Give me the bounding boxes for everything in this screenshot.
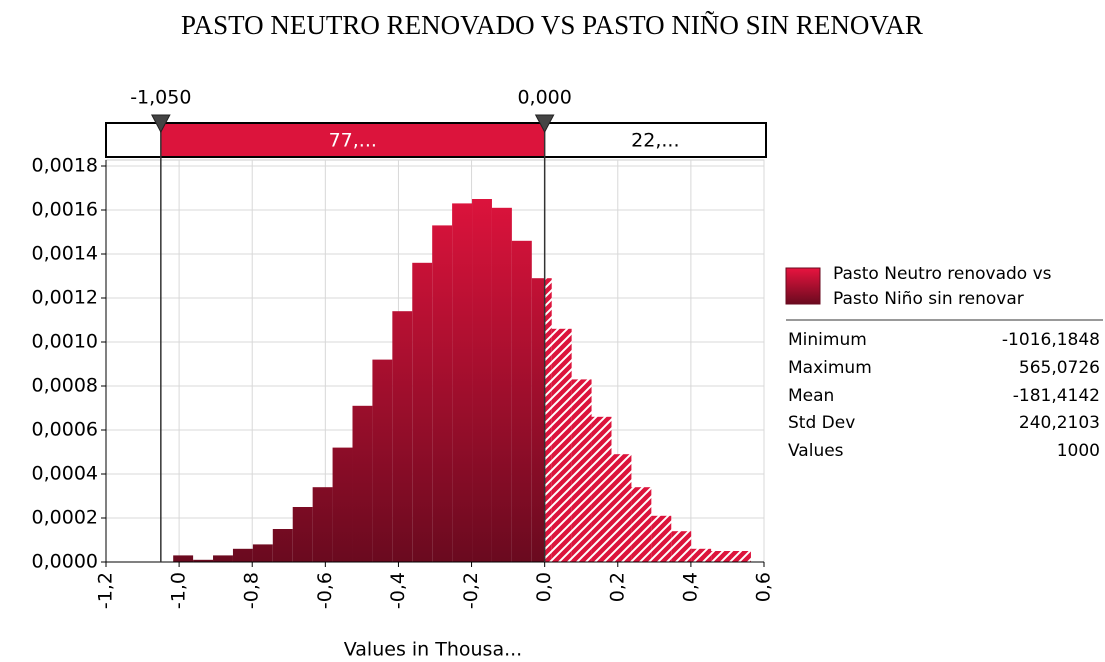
stat-label: Mean xyxy=(788,385,835,406)
delimiter-region xyxy=(160,124,545,156)
delimiter-label: -1,050 xyxy=(130,87,191,109)
bar xyxy=(173,555,194,562)
bar xyxy=(232,548,253,562)
bar xyxy=(711,551,732,562)
delimiter-label: 0,000 xyxy=(517,87,571,109)
bar xyxy=(671,531,692,562)
bar xyxy=(432,225,453,562)
stat-label: Values xyxy=(788,441,844,462)
y-tick-label: 0,0010 xyxy=(32,331,98,353)
x-tick-label: -0,6 xyxy=(314,572,336,609)
x-axis-label: Values in Thousa... xyxy=(344,639,522,661)
stat-label: Std Dev xyxy=(788,413,856,434)
bar xyxy=(731,551,751,562)
x-tick-label: 0,0 xyxy=(533,572,555,602)
bar xyxy=(332,447,353,562)
bar xyxy=(591,416,612,562)
bar xyxy=(531,278,552,562)
x-tick-label: 0,2 xyxy=(606,572,628,602)
x-tick-label: -1,0 xyxy=(168,572,190,609)
bar xyxy=(292,507,313,562)
y-tick-label: 0,0002 xyxy=(32,507,98,529)
bar xyxy=(472,199,492,562)
bar xyxy=(691,548,712,562)
stat-value: -1016,1848 xyxy=(1001,330,1100,350)
x-tick-label: 0,6 xyxy=(753,572,775,602)
x-tick-label: -0,2 xyxy=(460,572,482,609)
region-label: 22,... xyxy=(631,130,679,152)
y-tick-label: 0,0016 xyxy=(32,199,98,221)
bar xyxy=(651,515,672,562)
bar xyxy=(252,544,273,562)
bar xyxy=(213,555,233,562)
stat-value: 1000 xyxy=(1056,441,1100,462)
bar xyxy=(631,487,652,562)
x-tick-label: -0,4 xyxy=(387,572,409,609)
stat-row: Mean -181,4142 xyxy=(788,386,1100,406)
region-label: 77,... xyxy=(329,130,377,152)
bar xyxy=(272,529,293,562)
bar xyxy=(372,359,393,562)
x-tick-label: 0,4 xyxy=(679,572,701,602)
y-tick-label: 0,0018 xyxy=(32,155,98,177)
x-tick-label: -1,2 xyxy=(95,572,117,609)
y-tick-label: 0,0000 xyxy=(32,551,98,573)
stat-row: Std Dev 240,2103 xyxy=(788,413,1100,433)
stat-row: Values 1000 xyxy=(788,441,1100,461)
y-tick-label: 0,0012 xyxy=(32,287,98,309)
bar xyxy=(412,262,433,562)
legend-label: Pasto Neutro renovado vs Pasto Niño sin … xyxy=(833,264,1052,309)
bar xyxy=(491,207,512,563)
bar xyxy=(511,240,532,563)
bar xyxy=(551,328,572,562)
bar xyxy=(392,311,413,562)
stat-row: Minimum -1016,1848 xyxy=(788,330,1100,350)
bar xyxy=(312,487,333,562)
stat-value: 565,0726 xyxy=(1018,357,1100,378)
chart-title: PASTO NEUTRO RENOVADO VS PASTO NIÑO SIN … xyxy=(181,10,923,40)
bar xyxy=(571,379,592,562)
stat-value: -181,4142 xyxy=(1012,385,1100,406)
bar xyxy=(611,454,632,562)
delimiter-handle xyxy=(534,114,555,134)
bar xyxy=(352,405,373,562)
y-tick-label: 0,0006 xyxy=(32,419,98,441)
y-tick-label: 0,0004 xyxy=(32,463,98,485)
stat-value: 240,2103 xyxy=(1018,413,1100,434)
y-tick-label: 0,0014 xyxy=(32,243,98,265)
y-tick-label: 0,0008 xyxy=(32,375,98,397)
delimiter-handle xyxy=(151,114,171,134)
stat-row: Maximum 565,0726 xyxy=(788,358,1100,378)
stat-label: Minimum xyxy=(788,330,867,350)
legend-swatch xyxy=(785,267,821,305)
stat-label: Maximum xyxy=(788,357,872,378)
bar xyxy=(193,559,214,562)
x-tick-label: -0,8 xyxy=(241,572,263,609)
bar xyxy=(452,203,473,562)
